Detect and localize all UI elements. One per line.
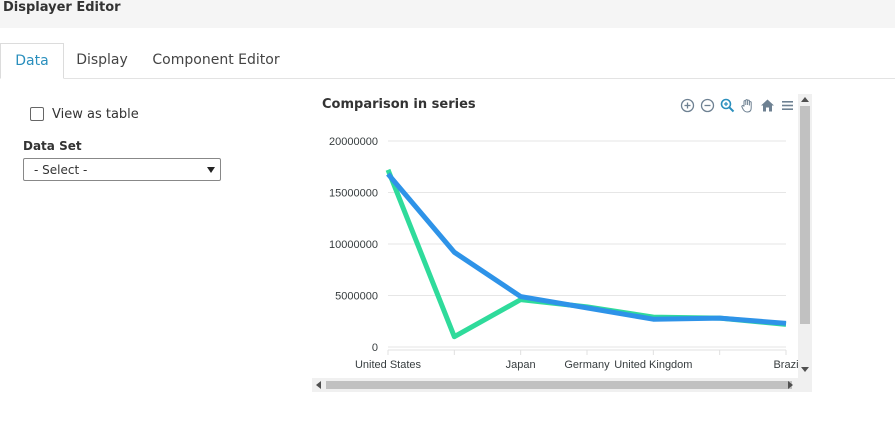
vertical-scrollbar[interactable] bbox=[798, 94, 812, 379]
zoom-in-icon[interactable] bbox=[679, 97, 696, 114]
editor-title-bar: Displayer Editor bbox=[0, 0, 895, 28]
data-set-select[interactable]: - Select - bbox=[23, 158, 221, 181]
view-as-table-label: View as table bbox=[52, 106, 139, 122]
editor-tabs: Data Display Component Editor bbox=[0, 43, 895, 79]
tab-display[interactable]: Display bbox=[76, 52, 128, 68]
y-tick-label: 10000000 bbox=[329, 239, 378, 251]
vertical-scroll-thumb[interactable] bbox=[800, 106, 810, 324]
tab-component-editor[interactable]: Component Editor bbox=[152, 52, 280, 68]
scroll-right-icon[interactable] bbox=[788, 381, 793, 389]
zoom-out-icon[interactable] bbox=[699, 97, 716, 114]
chart-toolbar bbox=[679, 96, 799, 114]
data-set-selected-value: - Select - bbox=[34, 163, 88, 177]
editor-title: Displayer Editor bbox=[3, 0, 121, 15]
view-as-table-checkbox[interactable] bbox=[30, 107, 44, 121]
scroll-down-icon[interactable] bbox=[801, 367, 809, 372]
chart-title: Comparison in series bbox=[322, 97, 476, 112]
horizontal-scroll-thumb[interactable] bbox=[326, 381, 792, 389]
data-set-label: Data Set bbox=[23, 139, 82, 153]
horizontal-scrollbar[interactable] bbox=[312, 378, 812, 392]
home-icon[interactable] bbox=[759, 97, 776, 114]
chevron-down-icon bbox=[207, 167, 215, 173]
line-chart: 20000000 15000000 10000000 5000000 0 United … bbox=[329, 136, 798, 371]
series-line-1 bbox=[386, 172, 787, 326]
x-tick-label: Japan bbox=[506, 359, 536, 371]
y-tick-label: 5000000 bbox=[335, 291, 378, 303]
x-tick-label: Brazi bbox=[773, 359, 798, 371]
view-as-table-row[interactable]: View as table bbox=[30, 105, 139, 123]
x-tick-label: United States bbox=[355, 359, 422, 371]
series-line-2 bbox=[385, 168, 787, 340]
x-tick-label: United Kingdom bbox=[614, 359, 692, 371]
y-tick-label: 15000000 bbox=[329, 188, 378, 200]
y-tick-label: 0 bbox=[372, 342, 378, 354]
scroll-up-icon[interactable] bbox=[801, 97, 809, 102]
tab-data[interactable]: Data bbox=[0, 43, 64, 79]
zoom-selection-icon[interactable] bbox=[719, 97, 736, 114]
y-tick-label: 20000000 bbox=[329, 136, 378, 148]
chart-panel: Comparison in series 20000000 15000000 100… bbox=[312, 94, 812, 392]
x-tick-label: Germany bbox=[564, 359, 610, 371]
menu-icon[interactable] bbox=[779, 97, 796, 114]
scroll-left-icon[interactable] bbox=[316, 381, 321, 389]
pan-hand-icon[interactable] bbox=[739, 97, 756, 114]
